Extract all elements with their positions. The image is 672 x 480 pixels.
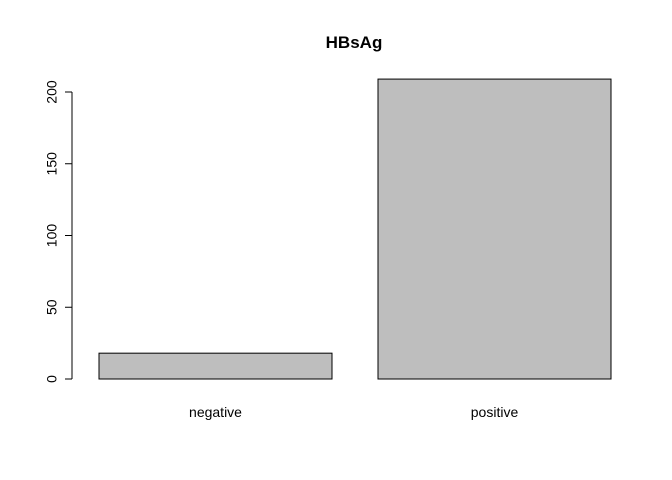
y-tick-label: 50 — [44, 299, 60, 315]
x-axis-labels: negative positive — [189, 404, 518, 420]
bar-positive — [377, 78, 612, 380]
chart-title: HBsAg — [326, 33, 383, 52]
x-category-label: negative — [189, 404, 242, 420]
bar-negative — [98, 352, 333, 380]
y-tick-label: 100 — [44, 224, 60, 248]
bars — [98, 78, 612, 380]
y-tick-label: 0 — [44, 375, 60, 383]
y-tick-label: 150 — [44, 152, 60, 176]
x-category-label: positive — [471, 404, 519, 420]
y-tick-label: 200 — [44, 80, 60, 104]
y-axis: 0 50 100 150 200 — [44, 80, 73, 383]
